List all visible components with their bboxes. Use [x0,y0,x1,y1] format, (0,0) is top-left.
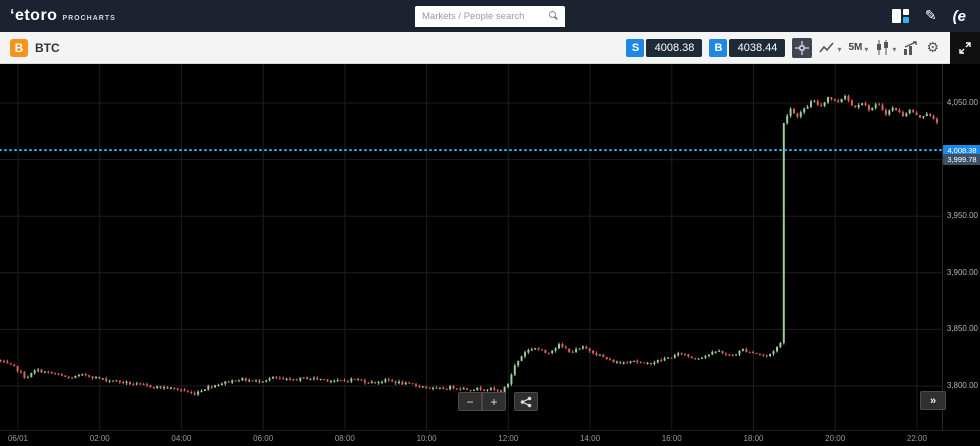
x-axis-label: 12:00 [498,434,519,443]
candlestick-chart[interactable] [0,64,942,430]
x-axis[interactable]: 06/01 02:00 04:00 06:00 08:00 10:00 12:00 14:00… [0,430,980,446]
zoom-out-button[interactable]: − [458,392,482,411]
buy-price-group[interactable]: B 4038.44 [709,38,786,57]
x-axis-label: 08:00 [334,434,355,443]
navbar-actions [891,7,970,25]
sell-price-group[interactable]: S 4008.38 [626,38,703,57]
candle-style-button[interactable] [875,38,896,58]
fullscreen-button[interactable] [950,31,980,64]
procharts-label: PROCHARTS [62,15,116,22]
sell-badge[interactable]: S [626,38,645,57]
indicators-button[interactable] [903,38,919,58]
sell-price-tag: 4,008.38 [943,144,980,156]
y-axis-label: 3,950.00 [946,211,978,221]
x-axis-label: 10:00 [416,434,437,443]
y-axis-label: 3,850.00 [946,324,978,334]
chevron-down-icon [892,39,896,57]
symbol-label: BTC [35,40,60,55]
y-axis-label: 4,050.00 [946,98,978,107]
buy-price[interactable]: 4038.44 [729,38,786,57]
share-icon [520,396,532,407]
line-chart-icon [819,41,835,52]
x-axis-label: 16:00 [661,434,682,443]
brand[interactable]: ‘etoro PROCHARTS [10,7,116,25]
instrument-toolbar: B BTC S 4008.38 B 4038.44 [0,31,980,64]
btc-icon: B [10,38,28,57]
interval-dropdown[interactable]: 5M [849,38,869,58]
zoom-in-button[interactable]: + [482,392,506,411]
search-input[interactable] [415,6,565,27]
last-price-tag: 3,999.78 [943,154,980,166]
layout-grid-icon[interactable] [891,9,909,23]
y-axis-label: 3,800.00 [946,381,978,390]
expand-icon [959,41,971,54]
zoom-controls: − + [458,392,538,411]
indicator-icon [904,40,918,55]
x-axis-label: 14:00 [580,434,601,443]
chevron-down-icon [837,39,841,57]
crosshair-button[interactable] [792,37,813,58]
etoro-e-icon[interactable] [953,8,966,25]
x-axis-label: 04:00 [171,434,192,443]
buy-badge[interactable]: B [709,38,728,57]
edit-pencil-icon[interactable] [925,7,937,25]
search-icon [549,11,556,18]
share-button[interactable] [514,392,538,411]
etoro-logo[interactable]: ‘etoro [10,7,58,24]
scroll-forward-button[interactable]: » [920,391,946,410]
x-axis-label: 06/01 [7,434,29,443]
chart-area: 4,050.00 3,950.00 3,900.00 3,850.00 3,800.00… [0,64,980,446]
chart-type-button[interactable] [819,38,841,58]
interval-label: 5M [848,42,863,53]
crosshair-icon [795,40,810,55]
candlestick-icon [877,40,889,55]
x-axis-label: 06:00 [253,434,274,443]
chart-tools: S 4008.38 B 4038.44 [626,31,980,64]
chevron-down-icon [864,39,868,57]
settings-gear-icon[interactable] [926,39,939,57]
x-axis-label: 18:00 [743,434,764,443]
y-axis[interactable]: 4,050.00 3,950.00 3,900.00 3,850.00 3,800.00… [942,64,980,430]
sell-price[interactable]: 4008.38 [646,38,703,57]
x-axis-label: 22:00 [906,434,927,443]
y-axis-label: 3,900.00 [946,267,978,277]
x-axis-label: 02:00 [89,434,110,443]
x-axis-label: 20:00 [825,434,846,443]
top-navbar: ‘etoro PROCHARTS [0,0,980,32]
search-box[interactable] [415,6,565,27]
